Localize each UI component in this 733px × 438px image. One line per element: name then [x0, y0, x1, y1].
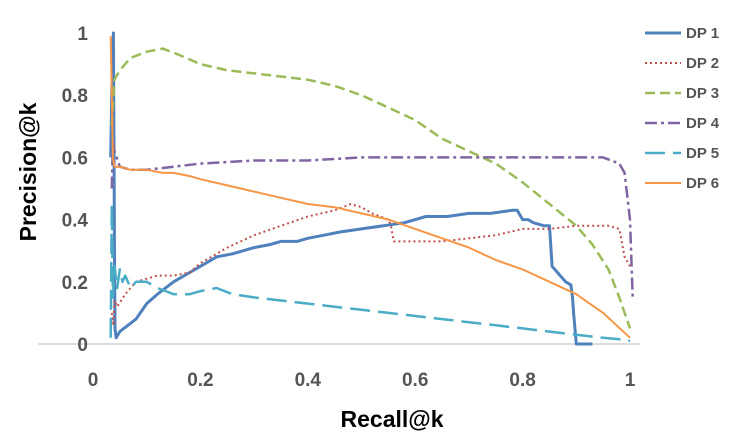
series-lines	[109, 31, 634, 346]
x-tick-label: 0.4	[295, 370, 322, 391]
series-line-dp-2	[110, 203, 631, 327]
series-line-dp-6	[109, 36, 631, 339]
x-tick-label: 1	[625, 370, 636, 391]
x-tick-label: 0.6	[402, 370, 428, 391]
x-axis-title: Recall@k	[341, 406, 444, 432]
y-tick-label: 0.8	[62, 86, 88, 107]
legend-label-dp-2: DP 2	[686, 55, 719, 72]
legend-label-dp-1: DP 1	[686, 25, 719, 42]
y-tick-label: 1	[77, 24, 88, 45]
series-line-dp-1	[109, 31, 593, 346]
tick-labels: 0 0.2 0.4 0.6 0.8 1 0 0.2 0.4 0.6 0.8 1	[62, 24, 636, 391]
legend-label-dp-6: DP 6	[686, 175, 719, 192]
y-tick-label: 0.2	[62, 273, 88, 294]
y-tick-label: 0	[77, 335, 88, 356]
x-tick-label: 0	[88, 370, 99, 391]
x-tick-label: 0.8	[509, 370, 535, 391]
y-tick-label: 0.6	[62, 148, 88, 169]
y-tick-label: 0.4	[62, 211, 89, 232]
y-axis-title: Precision@k	[15, 102, 41, 241]
series-line-dp-3	[110, 47, 632, 329]
legend-label-dp-4: DP 4	[686, 115, 720, 132]
legend: DP 1 DP 2 DP 3 DP 4 DP 5 DP 6	[645, 25, 720, 192]
legend-label-dp-3: DP 3	[686, 85, 719, 102]
legend-label-dp-5: DP 5	[686, 145, 719, 162]
x-tick-label: 0.2	[187, 370, 213, 391]
